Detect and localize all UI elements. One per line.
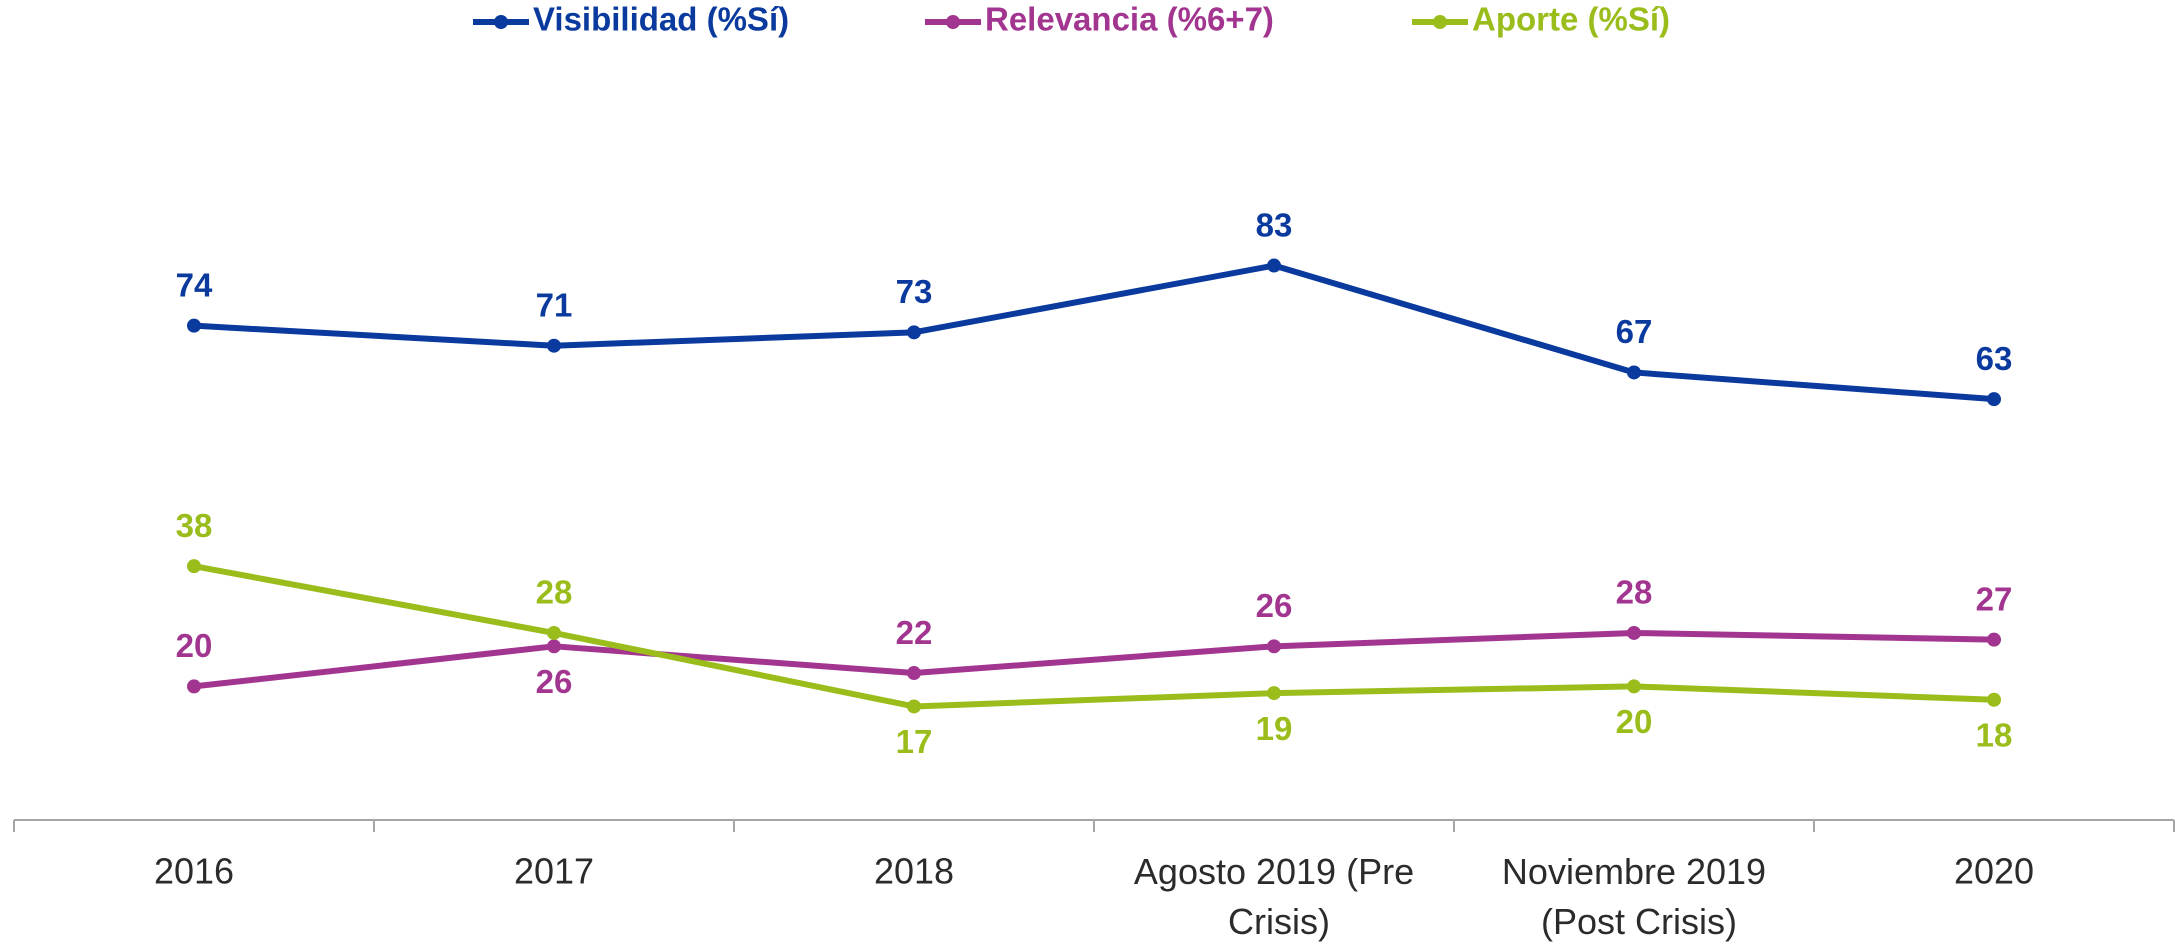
point (547, 639, 561, 654)
point (1267, 686, 1281, 701)
data-label: 18 (1976, 716, 2013, 753)
x-tick-label: 2017 (514, 851, 594, 892)
legend-label: Aporte (%Sí) (1472, 1, 1670, 38)
point (907, 699, 921, 714)
point (1987, 632, 2001, 647)
data-label: 73 (896, 273, 933, 310)
data-label: 83 (1256, 206, 1293, 243)
data-label: 26 (536, 663, 573, 700)
legend-label: Relevancia (%6+7) (985, 1, 1274, 38)
point (1627, 679, 1641, 694)
point (547, 625, 561, 640)
legend-item: Relevancia (%6+7) (925, 1, 1274, 38)
point (1627, 625, 1641, 640)
legend-marker (494, 15, 508, 29)
point (1987, 392, 2001, 407)
data-label: 17 (896, 723, 933, 760)
point (1987, 692, 2001, 707)
legend-item: Aporte (%Sí) (1412, 1, 1670, 38)
data-label: 74 (176, 266, 213, 303)
data-label: 63 (1976, 340, 2013, 377)
data-label: 22 (896, 614, 933, 651)
data-label: 67 (1616, 313, 1653, 350)
point (1267, 639, 1281, 654)
x-tick-label: Noviembre 2019 (Post Crisis) (1502, 851, 1766, 942)
point (907, 325, 921, 340)
x-tick-label: 2020 (1954, 851, 2034, 892)
x-tick-label: 2018 (874, 851, 954, 892)
legend-marker (1433, 15, 1447, 29)
point (1627, 365, 1641, 380)
series-line (193, 563, 1995, 710)
legend-marker (946, 15, 960, 29)
series-line (193, 262, 1995, 403)
point (907, 666, 921, 681)
x-tick-label: Agosto 2019 (Pre Crisis) (1134, 851, 1414, 942)
data-label: 20 (176, 627, 213, 664)
point (1267, 258, 1281, 273)
data-label: 26 (1256, 587, 1293, 624)
point (187, 318, 201, 333)
data-label: 28 (1616, 574, 1653, 611)
data-label: 38 (176, 507, 213, 544)
data-label: 71 (536, 286, 573, 323)
series-line (193, 629, 1995, 690)
data-label: 28 (536, 574, 573, 611)
legend-label: Visibilidad (%Sí) (533, 1, 789, 38)
x-tick-label: 2016 (154, 851, 234, 892)
data-label: 20 (1616, 703, 1653, 740)
point (187, 559, 201, 574)
data-label: 19 (1256, 710, 1293, 747)
data-label: 27 (1976, 580, 2013, 617)
point (547, 338, 561, 353)
legend-item: Visibilidad (%Sí) (473, 1, 789, 38)
point (187, 679, 201, 694)
